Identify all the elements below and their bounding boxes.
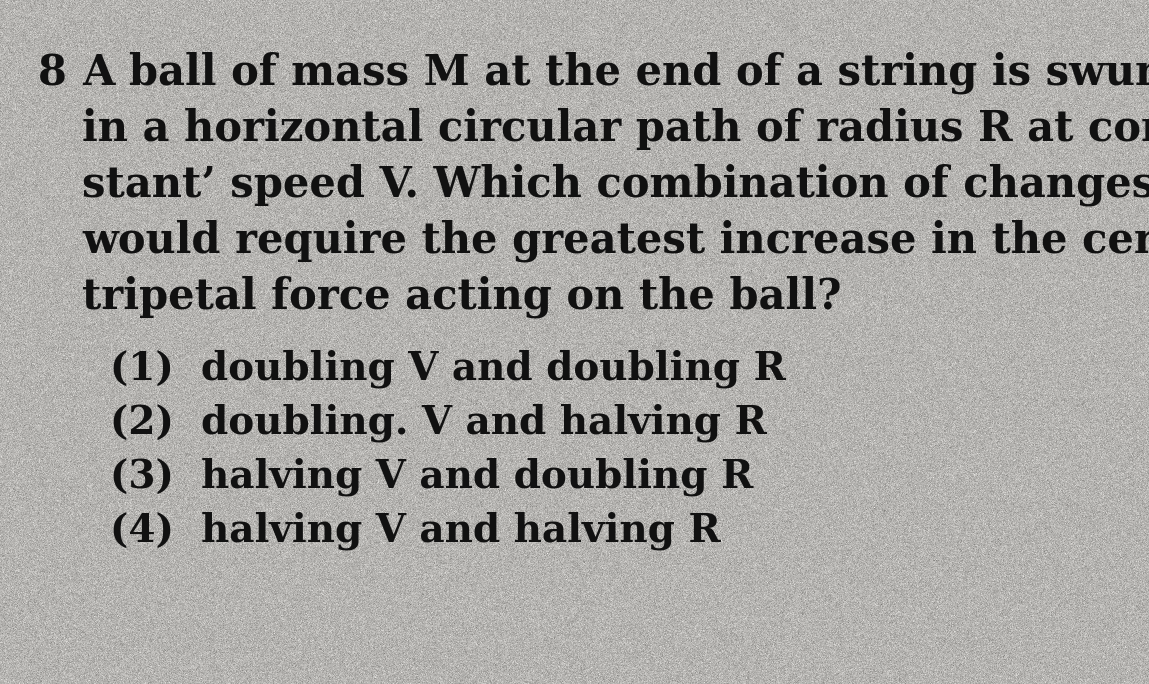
- Text: stant’ speed V. Which combination of changes: stant’ speed V. Which combination of cha…: [82, 164, 1149, 207]
- Text: would require the greatest increase in the cen-: would require the greatest increase in t…: [82, 220, 1149, 263]
- Text: (4)  halving V and halving R: (4) halving V and halving R: [110, 512, 720, 551]
- Text: (3)  halving V and doubling R: (3) halving V and doubling R: [110, 458, 754, 497]
- Text: 8: 8: [38, 52, 67, 94]
- Text: A ball of mass M at the end of a string is swung: A ball of mass M at the end of a string …: [82, 52, 1149, 94]
- Text: in a horizontal circular path of radius R at con-: in a horizontal circular path of radius …: [82, 108, 1149, 150]
- Text: (2)  doubling. V and halving R: (2) doubling. V and halving R: [110, 404, 766, 443]
- Text: tripetal force acting on the ball?: tripetal force acting on the ball?: [82, 276, 841, 319]
- Text: (1)  doubling V and doubling R: (1) doubling V and doubling R: [110, 350, 786, 389]
